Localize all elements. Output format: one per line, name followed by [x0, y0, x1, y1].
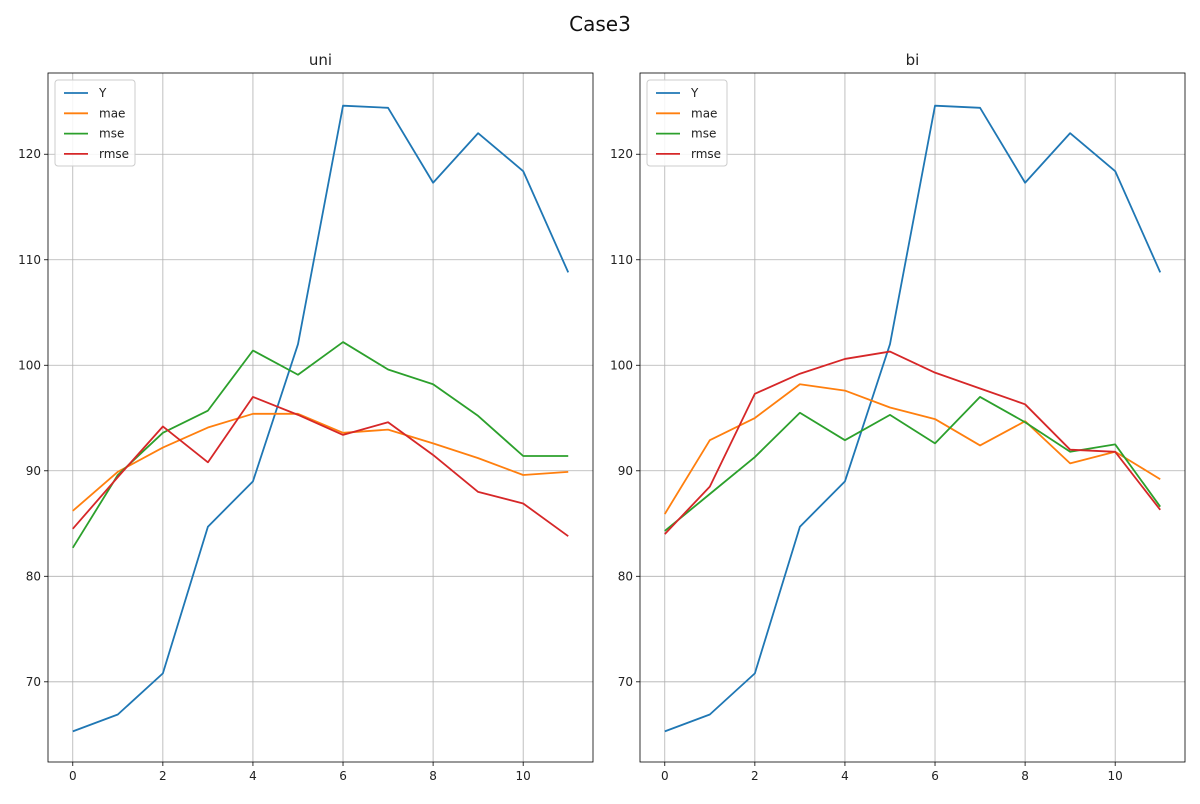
axes-frame [47, 72, 594, 763]
y-tick-label: 100 [18, 358, 41, 372]
x-tick-label: 2 [751, 769, 759, 783]
series-line-Y [72, 104, 570, 733]
y-tick-label: 110 [18, 253, 41, 267]
series-line-mae [664, 383, 1161, 515]
legend-box [646, 79, 728, 167]
legend-label: mae [691, 106, 717, 120]
y-tick-label: 90 [26, 464, 41, 478]
subplot-title: bi [906, 51, 920, 69]
x-tick-label: 10 [516, 769, 531, 783]
y-tick-label: 70 [26, 675, 41, 689]
legend-label: Y [690, 86, 699, 100]
legend-box [54, 79, 136, 167]
legend-label: Y [98, 86, 107, 100]
series-line-rmse [72, 396, 569, 537]
legend-label: mse [99, 127, 124, 141]
series-line-mse [664, 396, 1161, 532]
y-tick-label: 90 [618, 464, 633, 478]
y-tick-label: 80 [26, 569, 41, 583]
y-tick-label: 120 [18, 147, 41, 161]
x-tick-label: 4 [249, 769, 257, 783]
x-tick-label: 2 [159, 769, 167, 783]
legend-label: mse [691, 127, 716, 141]
y-tick-label: 110 [610, 253, 633, 267]
figure-title: Case3 [569, 12, 631, 36]
legend-label: rmse [99, 147, 129, 161]
series-line-rmse [664, 350, 1161, 535]
x-tick-label: 10 [1108, 769, 1123, 783]
y-tick-label: 100 [610, 358, 633, 372]
x-tick-label: 0 [661, 769, 669, 783]
x-tick-label: 8 [1021, 769, 1029, 783]
x-tick-label: 6 [931, 769, 939, 783]
series-line-mae [72, 412, 569, 512]
x-tick-label: 8 [429, 769, 437, 783]
legend-label: rmse [691, 147, 721, 161]
subplot-title: uni [309, 51, 332, 69]
y-tick-label: 70 [618, 675, 633, 689]
x-tick-label: 0 [69, 769, 77, 783]
y-tick-label: 120 [610, 147, 633, 161]
axes-frame [639, 72, 1186, 763]
x-tick-label: 6 [339, 769, 347, 783]
legend-label: mae [99, 106, 125, 120]
y-tick-label: 80 [618, 569, 633, 583]
series-line-Y [664, 104, 1162, 733]
series-line-mse [72, 341, 569, 549]
x-tick-label: 4 [841, 769, 849, 783]
